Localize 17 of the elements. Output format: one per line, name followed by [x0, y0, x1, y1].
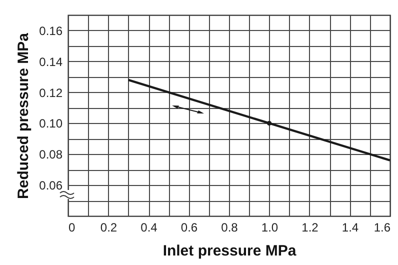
y-tick-label: 0.10: [39, 116, 63, 131]
x-tick-label: 1.2: [302, 220, 319, 234]
x-tick-label: 0.4: [140, 220, 158, 234]
x-tick-label: 0: [68, 220, 76, 234]
x-tick-label: 1.4: [342, 220, 359, 234]
x-tick-label: 0.6: [180, 220, 198, 234]
x-axis-title: Inlet pressure MPa: [162, 242, 297, 260]
y-tick-label: 0.06: [39, 178, 63, 193]
x-tick-label: 0.2: [100, 220, 118, 234]
y-axis-title: Reduced pressure MPa: [15, 32, 32, 199]
x-tick-label: 1.0: [261, 220, 278, 234]
y-tick-label: 0.12: [39, 86, 63, 100]
y-tick-label: 0.16: [39, 24, 63, 38]
y-tick-label: 0.14: [39, 54, 63, 69]
x-tick-label: 0.8: [221, 220, 238, 234]
y-tick-label: 0.08: [39, 148, 63, 162]
x-tick-label: 1.6: [374, 220, 391, 234]
